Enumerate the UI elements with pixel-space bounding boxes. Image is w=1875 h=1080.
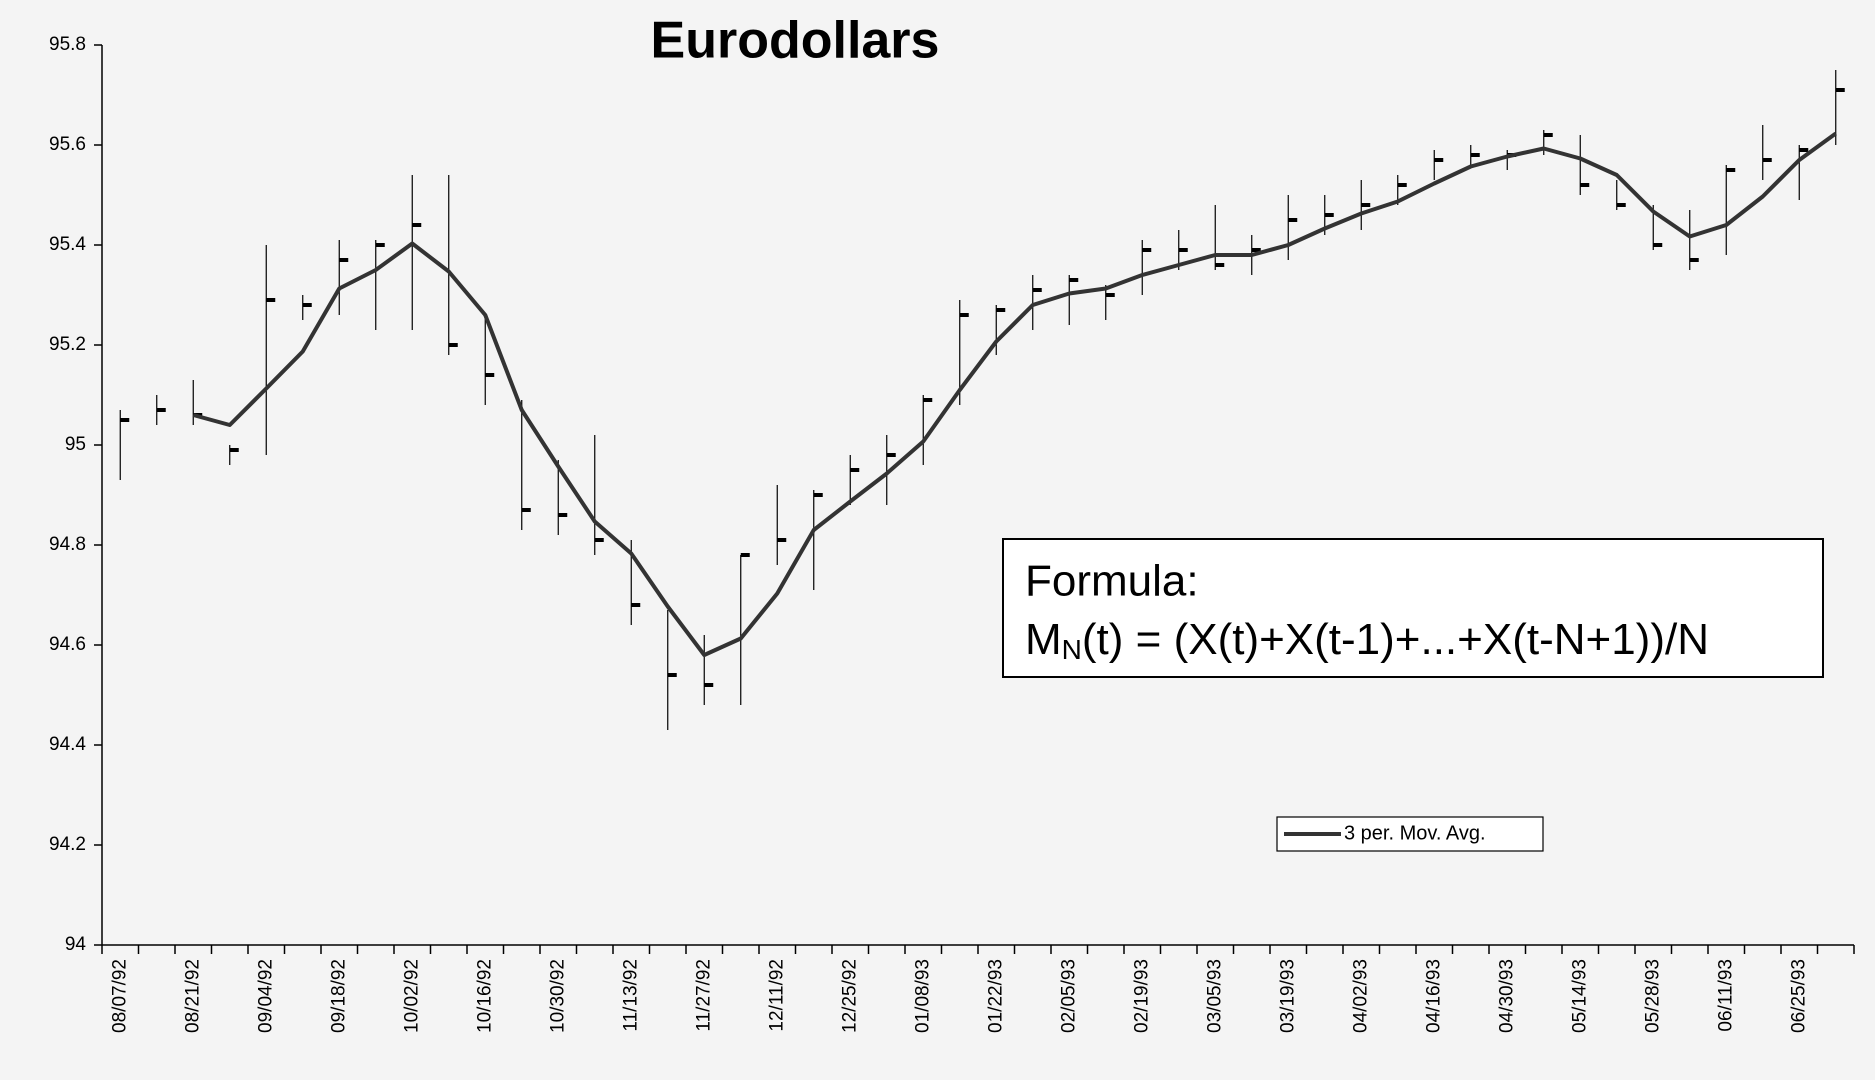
x-tick-label: 09/04/92	[255, 959, 276, 1033]
x-tick-label: 11/13/92	[620, 959, 641, 1032]
y-tick-label: 94.6	[49, 634, 86, 655]
annotation-title: Formula:	[1025, 557, 1199, 606]
x-tick-label: 03/05/93	[1204, 959, 1225, 1033]
x-tick-label: 11/27/92	[693, 959, 714, 1032]
formula-sub: N	[1062, 634, 1082, 665]
annotation-box	[1002, 538, 1824, 678]
x-tick-label: 04/02/93	[1350, 959, 1371, 1033]
x-tick-label: 10/30/92	[547, 959, 568, 1033]
legend-label: 3 per. Mov. Avg.	[1344, 822, 1486, 844]
x-tick-label: 01/22/93	[985, 959, 1006, 1033]
x-tick-label: 04/16/93	[1423, 959, 1444, 1033]
y-tick-label: 95.2	[49, 334, 86, 355]
y-tick-label: 95.6	[49, 134, 86, 155]
x-tick-label: 04/30/93	[1496, 959, 1517, 1033]
x-tick-label: 10/02/92	[401, 959, 422, 1033]
plot: 94 94.2 94.4 94.6 94.8 95 95.2 95.4 95.6 95.8 08/0…	[49, 34, 1855, 1033]
y-tick-label: 95.4	[49, 234, 86, 255]
x-tick-label: 12/11/92	[766, 959, 787, 1032]
x-tick-label: 08/07/92	[109, 959, 130, 1033]
annotation-formula: MN(t) = (X(t)+X(t-1)+...+X(t-N+1))/N	[1025, 615, 1709, 666]
y-tick-label: 94	[65, 934, 87, 955]
x-tick-label: 09/18/92	[328, 959, 349, 1033]
x-tick-label: 12/25/92	[839, 959, 860, 1033]
formula-rest: (t) = (X(t)+X(t-1)+...+X(t-N+1))/N	[1082, 615, 1709, 664]
moving-average-line	[192, 131, 1837, 657]
x-tick-label: 03/19/93	[1277, 959, 1298, 1033]
x-tick-label: 05/28/93	[1642, 959, 1663, 1033]
x-tick-label: 06/25/93	[1788, 959, 1809, 1033]
y-tick-label: 95.8	[49, 34, 86, 55]
y-tick-label: 94.4	[49, 734, 86, 755]
x-tick-label: 01/08/93	[912, 959, 933, 1033]
x-tick-label: 05/14/93	[1569, 959, 1590, 1033]
formula-base: M	[1025, 615, 1062, 664]
chart-title: Eurodollars	[651, 12, 940, 70]
x-tick-label: 08/21/92	[182, 959, 203, 1033]
legend: 3 per. Mov. Avg.	[1276, 816, 1544, 852]
x-tick-label: 02/05/93	[1058, 959, 1079, 1033]
y-tick-label: 94.8	[49, 534, 86, 555]
x-tick-label: 02/19/93	[1131, 959, 1152, 1033]
y-tick-label: 94.2	[49, 834, 86, 855]
x-tick-label: 10/16/92	[474, 959, 495, 1033]
y-tick-label: 95	[65, 434, 86, 455]
x-tick-label: 06/11/93	[1715, 959, 1736, 1032]
